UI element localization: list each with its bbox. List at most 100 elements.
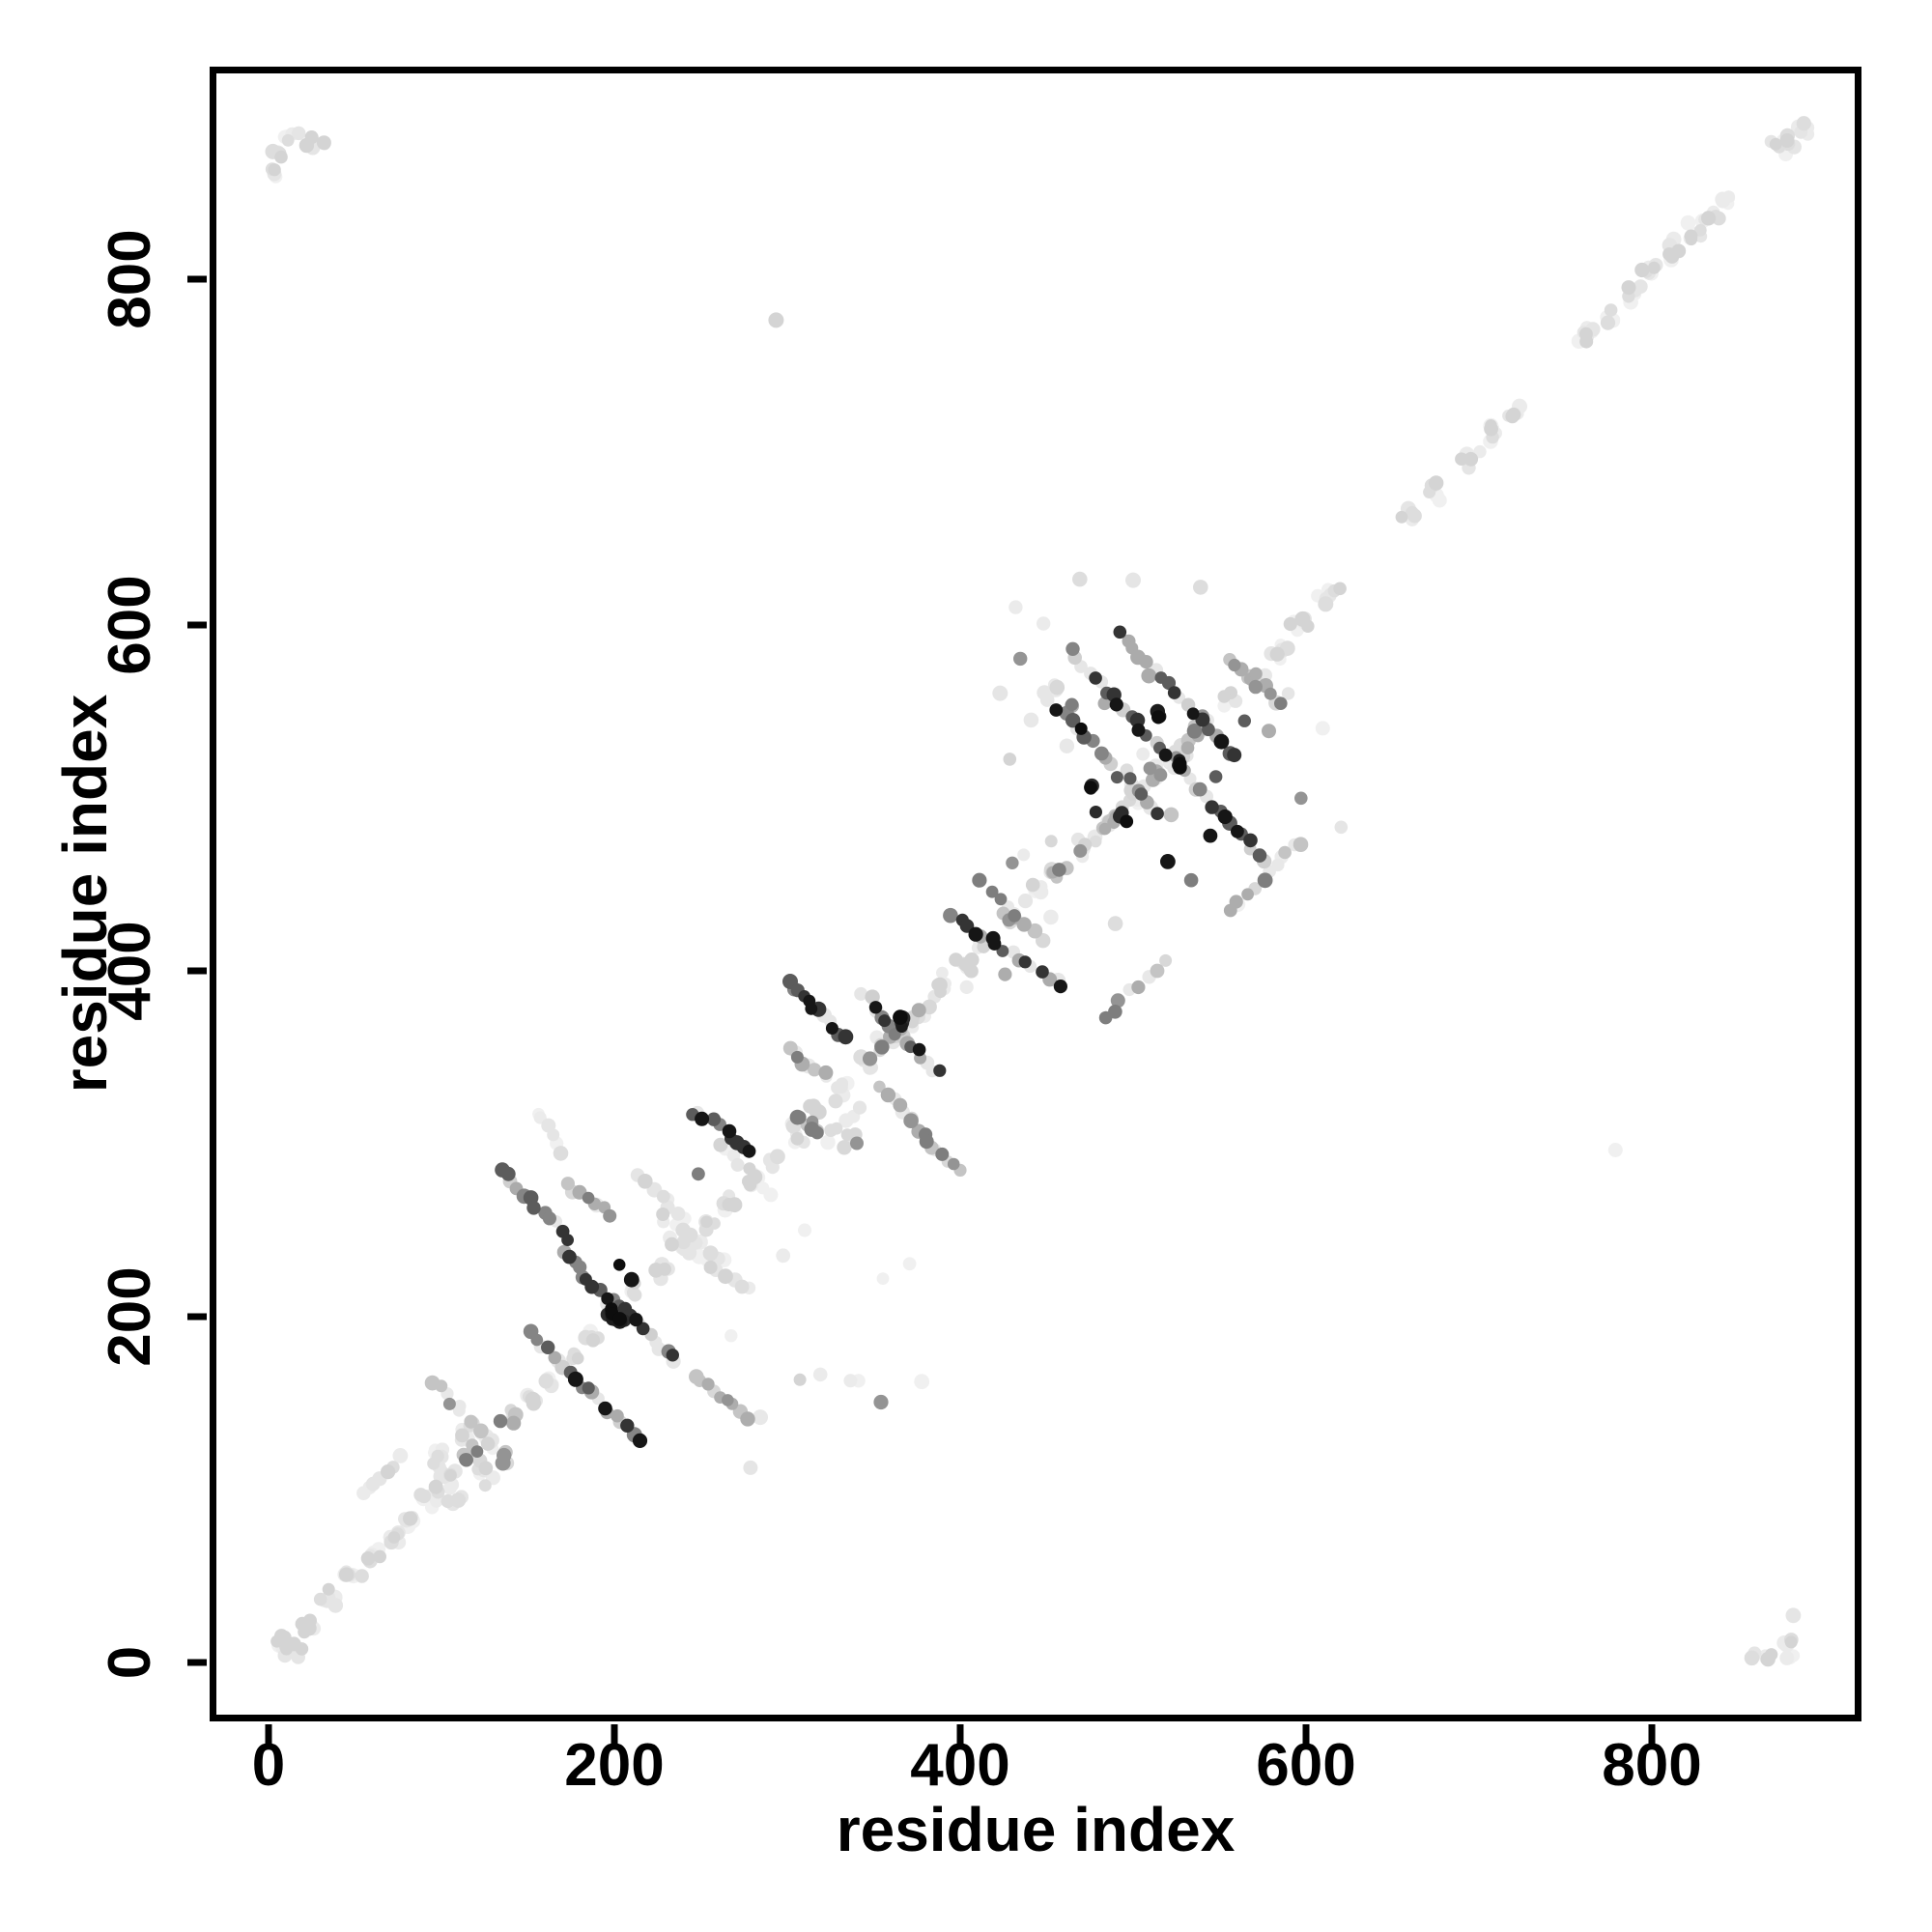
data-point: [838, 1029, 854, 1045]
data-point: [700, 1215, 713, 1229]
data-point: [274, 150, 288, 164]
data-point: [1283, 616, 1297, 632]
data-point: [547, 1128, 560, 1142]
data-point: [1059, 738, 1075, 753]
x-axis: 0 200 400 600 800: [252, 1724, 1702, 1799]
data-point: [1141, 668, 1157, 684]
data-point: [1334, 820, 1349, 835]
data-point: [665, 1236, 679, 1252]
data-point: [601, 1292, 614, 1305]
data-point: [603, 1208, 617, 1223]
data-point: [1205, 800, 1219, 814]
data-point: [620, 1418, 635, 1434]
data-point: [1228, 658, 1241, 672]
data-point: [1203, 828, 1218, 843]
data-point: [1231, 824, 1244, 838]
data-point: [768, 312, 784, 328]
data-point: [355, 1569, 369, 1583]
data-point: [931, 978, 945, 991]
data-point: [584, 1279, 600, 1294]
data-point: [1089, 835, 1102, 848]
data-point: [1429, 475, 1444, 491]
data-point: [1180, 741, 1195, 754]
data-point: [878, 1014, 892, 1028]
data-point: [1113, 625, 1127, 639]
data-point: [428, 1479, 443, 1494]
data-point: [1744, 1650, 1760, 1666]
data-point: [666, 1349, 679, 1362]
data-point: [470, 1445, 484, 1458]
data-point: [1186, 724, 1203, 739]
data-point: [1315, 721, 1330, 736]
data-point: [1779, 1650, 1795, 1665]
x-tick-label: 600: [1256, 1732, 1355, 1799]
data-point: [992, 685, 1009, 701]
data-point: [1208, 770, 1223, 783]
data-point: [880, 1087, 896, 1103]
data-point: [972, 872, 987, 888]
data-point: [1008, 909, 1021, 923]
data-point: [740, 1411, 755, 1427]
data-point: [1262, 724, 1276, 739]
data-point: [790, 1050, 804, 1064]
data-point: [612, 1259, 626, 1271]
data-point: [435, 1379, 448, 1393]
data-point: [1017, 848, 1031, 862]
data-point: [1257, 872, 1273, 889]
data-point: [718, 1268, 733, 1285]
data-point: [1252, 848, 1267, 863]
data-point: [478, 1461, 494, 1476]
data-point: [843, 1374, 858, 1388]
data-point: [911, 1003, 926, 1018]
data-point: [1604, 303, 1618, 317]
data-point: [914, 1374, 930, 1390]
data-point: [840, 1128, 854, 1142]
data-point: [1680, 214, 1696, 231]
data-point: [1108, 1005, 1122, 1019]
data-point: [1779, 133, 1795, 148]
data-point: [770, 1149, 785, 1165]
data-point: [743, 1460, 758, 1475]
data-point: [1183, 872, 1199, 888]
data-point: [681, 1245, 697, 1261]
data-point: [831, 1081, 844, 1094]
data-point: [1143, 761, 1157, 776]
data-point: [1784, 1635, 1798, 1649]
data-point: [964, 952, 980, 968]
data-point: [854, 986, 868, 1001]
data-point: [562, 1249, 577, 1264]
data-point: [1052, 863, 1066, 877]
data-point: [763, 1187, 779, 1203]
data-point: [977, 940, 990, 953]
data-point: [876, 1272, 890, 1285]
data-point: [1455, 452, 1468, 467]
data-point: [338, 1567, 355, 1582]
data-point: [1293, 837, 1309, 852]
data-point: [1036, 965, 1049, 979]
data-point: [743, 1178, 757, 1192]
data-point: [459, 1453, 472, 1466]
data-point: [1664, 249, 1680, 264]
data-point: [638, 1174, 653, 1189]
data-point: [1151, 710, 1166, 724]
data-point: [1049, 703, 1064, 717]
data-point: [753, 1409, 768, 1426]
x-tick-label: 800: [1602, 1732, 1701, 1799]
data-point: [1333, 582, 1347, 596]
data-point: [1506, 407, 1521, 422]
data-point: [1089, 806, 1102, 819]
data-point: [548, 1350, 562, 1365]
data-point: [1025, 877, 1040, 893]
data-point: [695, 1111, 710, 1126]
data-point: [295, 1616, 310, 1632]
data-point: [798, 1223, 811, 1237]
data-point: [1039, 693, 1055, 707]
data-point: [1195, 712, 1210, 727]
data-point: [1274, 696, 1288, 710]
data-point: [1294, 611, 1311, 627]
data-point: [949, 952, 963, 967]
data-point: [387, 1531, 401, 1544]
data-point: [1158, 748, 1173, 762]
data-point: [825, 1022, 838, 1035]
data-point: [1098, 822, 1112, 836]
